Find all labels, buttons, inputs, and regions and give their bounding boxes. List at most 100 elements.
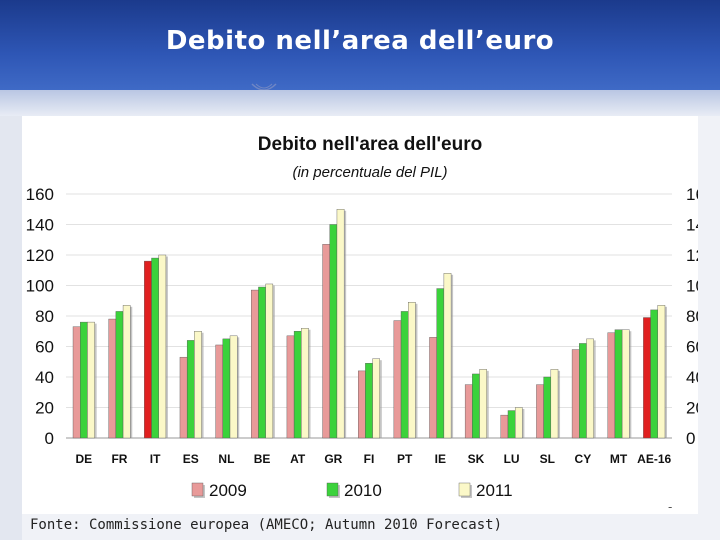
bar-2009-fi: [358, 370, 366, 439]
debt-bar-chart: Debito nell'area dell'euro (in percentua…: [26, 134, 698, 500]
x-category-label: NL: [218, 452, 234, 466]
bar-2009-cy: [571, 349, 580, 439]
y-tick-left: 120: [26, 246, 54, 265]
x-category-label: SL: [540, 452, 555, 466]
bar-2010-mt: [614, 329, 623, 439]
legend-swatch-2009: [191, 482, 204, 497]
bar-2011-es: [194, 331, 202, 439]
header-banner: Debito nell’area dell’euro: [0, 0, 720, 90]
y-tick-left: 160: [26, 185, 54, 204]
left-margin: [0, 116, 22, 540]
y-tick-left: 0: [45, 429, 54, 448]
y-tick-right: 80: [686, 307, 698, 326]
header-stripe: [0, 90, 720, 116]
legend: 2009 2010 2011: [191, 481, 513, 500]
bar-2010-fr: [115, 311, 124, 439]
bar-2009-it: [144, 260, 152, 439]
chart-subtitle: (in percentuale del PIL): [292, 164, 447, 181]
bar-2009-sk: [464, 384, 473, 439]
y-tick-left: 60: [35, 338, 54, 357]
x-category-label: GR: [324, 452, 342, 466]
page-title: Debito nell’area dell’euro: [165, 26, 555, 56]
bar-2009-be: [251, 289, 259, 439]
bar-2011-at: [301, 327, 309, 439]
y-tick-right: 60: [686, 338, 698, 357]
bar-2011-fr: [122, 305, 131, 439]
bar-2011-fi: [372, 358, 381, 439]
bar-2009-sl: [536, 384, 544, 439]
bar-2011-ie: [443, 273, 452, 439]
x-category-label: CY: [575, 452, 592, 466]
bar-2010-cy: [579, 343, 587, 439]
chart-title: Debito nell'area dell'euro: [258, 134, 482, 155]
y-tick-right: 100: [686, 277, 698, 296]
bar-2009-pt: [393, 320, 402, 439]
bar-2011-it: [158, 254, 167, 439]
bar-2009-nl: [215, 344, 224, 439]
x-category-label: IE: [435, 452, 446, 466]
bar-2010-nl: [222, 338, 231, 439]
x-category-label: SK: [468, 452, 485, 466]
y-tick-left: 140: [26, 216, 54, 235]
x-category-labels: DE FR IT ES NL BE AT GR FI PT IE SK LU SL CY MT AE-16: [75, 452, 671, 466]
x-category-label: BE: [254, 452, 271, 466]
bar-2010-lu: [507, 410, 516, 439]
bar-2011-pt: [408, 302, 416, 439]
bar-2009-ie: [429, 337, 437, 439]
footer-mark: -: [668, 500, 673, 514]
bar-2009-ae-16: [643, 317, 651, 439]
bar-2010-ie: [436, 288, 445, 439]
bar-2011-ae-16: [657, 305, 666, 439]
bar-2010-pt: [400, 311, 409, 439]
legend-label: 2011: [476, 481, 513, 500]
y-tick-labels: 0 0 20 20 40 40 60 60 80 80 100 100 120 120 140 140 160 1…: [26, 185, 698, 448]
bar-2010-fi: [365, 363, 373, 439]
y-tick-right: 140: [686, 216, 698, 235]
bar-2010-sl: [543, 376, 552, 439]
x-category-label: IT: [150, 452, 161, 466]
y-tick-right: 160: [686, 185, 698, 204]
x-category-label: PT: [397, 452, 413, 466]
bar-2010-at: [293, 331, 302, 439]
bar-2009-es: [179, 356, 188, 439]
bar-2009-de: [72, 326, 81, 439]
x-category-label: MT: [610, 452, 628, 466]
bar-2011-lu: [514, 407, 523, 439]
bar-2011-mt: [621, 329, 630, 439]
legend-swatch-2011: [458, 482, 471, 497]
y-tick-left: 20: [35, 399, 54, 418]
x-category-label: AT: [290, 452, 306, 466]
bar-2009-lu: [500, 414, 509, 439]
y-tick-left: 40: [35, 368, 54, 387]
bar-2009-gr: [322, 244, 330, 439]
x-category-label: FR: [111, 452, 127, 466]
bar-2010-be: [258, 286, 266, 439]
bar-2011-be: [265, 283, 274, 439]
bar-2009-mt: [607, 332, 616, 439]
x-category-label: ES: [183, 452, 199, 466]
legend-label: 2009: [209, 481, 247, 500]
y-tick-right: 0: [686, 429, 695, 448]
bar-2011-gr: [336, 209, 345, 439]
y-tick-left: 100: [26, 277, 54, 296]
legend-label: 2010: [344, 481, 382, 500]
bar-2009-at: [286, 335, 295, 439]
bar-2010-it: [151, 257, 159, 439]
x-category-label: AE-16: [637, 452, 671, 466]
bar-2010-es: [186, 340, 195, 439]
chart-panel: Debito nell'area dell'euro (in percentua…: [22, 116, 698, 514]
bar-2010-de: [80, 321, 88, 439]
y-tick-right: 20: [686, 399, 698, 418]
y-tick-left: 80: [35, 307, 54, 326]
bar-2010-ae-16: [650, 309, 658, 439]
x-category-label: FI: [364, 452, 375, 466]
bar-2011-cy: [586, 338, 594, 439]
bar-2010-sk: [472, 373, 480, 439]
y-tick-right: 40: [686, 368, 698, 387]
x-category-label: LU: [504, 452, 520, 466]
bar-2011-de: [87, 321, 95, 439]
bar-2009-fr: [108, 318, 117, 439]
bar-2011-sk: [479, 369, 487, 439]
legend-swatch-2010: [326, 482, 339, 497]
bars-group: [72, 209, 667, 439]
